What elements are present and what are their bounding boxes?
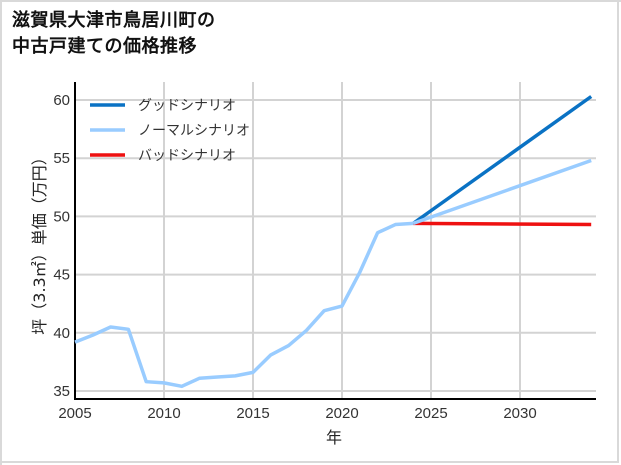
title-line-2: 中古戸建ての価格推移: [12, 36, 197, 57]
x-tick-label: 2025: [414, 405, 447, 422]
legend-label: グッドシナリオ: [138, 98, 236, 114]
good-scenario-line: [412, 95, 593, 225]
legend-label: バッドシナリオ: [138, 148, 236, 164]
normal-scenario-line: [412, 158, 592, 226]
frame-border-left: [0, 0, 2, 465]
legend-label: ノーマルシナリオ: [138, 123, 250, 139]
x-tick-label: 2005: [58, 405, 91, 422]
y-tick-label: 55: [53, 150, 70, 167]
y-tick-label: 50: [53, 208, 70, 225]
y-tick-label: 60: [53, 92, 70, 109]
historical-price-line: [74, 221, 414, 389]
x-tick-label: 2030: [503, 405, 536, 422]
bad-scenario-line: [413, 221, 592, 227]
x-tick-label: 2010: [147, 405, 180, 422]
y-tick-label: 35: [53, 383, 70, 400]
x-tick-label: 2020: [325, 405, 358, 422]
y-tick-label: 45: [53, 267, 70, 284]
title-line-1: 滋賀県大津市鳥居川町の: [12, 10, 216, 31]
frame-border-top: [0, 0, 621, 2]
y-tick-label: 40: [53, 325, 70, 342]
x-axis-label: 年: [326, 428, 343, 447]
y-axis-label: 坪（3.3㎡）単価（万円）: [30, 149, 49, 335]
chart-title: 滋賀県大津市鳥居川町の 中古戸建ての価格推移: [12, 8, 216, 60]
x-tick-label: 2015: [236, 405, 269, 422]
